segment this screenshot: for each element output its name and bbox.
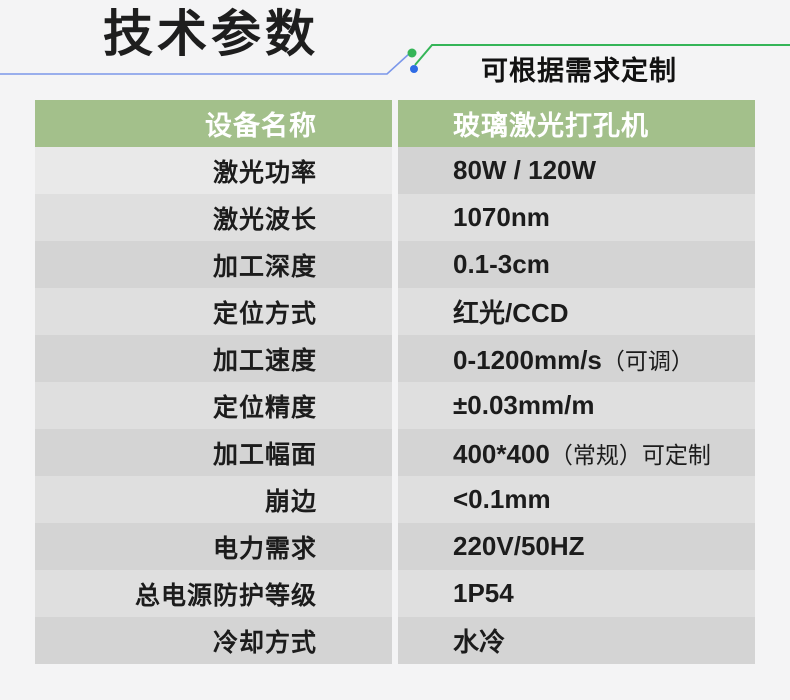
spec-label: 崩边 [264,487,317,516]
spec-label-cell: 加工幅面 [35,429,392,476]
table-row: 定位精度 ±0.03mm/m [35,382,755,429]
header-device-cell: 玻璃激光打孔机 [398,100,755,147]
table-row: 崩边 <0.1mm [35,476,755,523]
spec-value-cell: 水冷 [398,617,755,664]
spec-value: 400*400（常规）可定制 [453,438,711,469]
spec-label: 加工深度 [212,252,317,281]
spec-label-cell: 加工速度 [35,335,392,382]
spec-value: 0.1-3cm [453,249,550,279]
page-title: 技术参数 [103,6,319,62]
spec-value: <0.1mm [453,484,551,514]
spec-value-cell: 1070nm [398,194,755,241]
table-row: 定位方式 红光/CCD [35,288,755,335]
table-row: 加工速度 0-1200mm/s（可调） [35,335,755,382]
spec-label-cell: 定位精度 [35,382,392,429]
spec-label: 加工幅面 [212,440,317,469]
table-row: 加工幅面 400*400（常规）可定制 [35,429,755,476]
page-header: 技术参数 可根据需求定制 [0,0,790,100]
spec-value: 80W / 120W [453,155,597,185]
blue-dot [410,65,418,73]
spec-label: 定位精度 [212,393,317,422]
header-name-cell: 设备名称 [35,100,392,147]
spec-value: 0-1200mm/s（可调） [453,344,694,375]
spec-value-cell: 80W / 120W [398,147,755,194]
spec-label-cell: 崩边 [35,476,392,523]
spec-label-cell: 激光波长 [35,194,392,241]
spec-label: 总电源防护等级 [134,581,317,610]
spec-value-cell: 220V/50HZ [398,523,755,570]
table-row: 激光波长 1070nm [35,194,755,241]
header-name-label: 设备名称 [205,111,317,141]
spec-label: 加工速度 [212,346,317,375]
spec-label-cell: 加工深度 [35,241,392,288]
spec-label: 冷却方式 [212,628,317,657]
spec-value-note: （常规）可定制 [549,442,711,469]
spec-value-cell: ±0.03mm/m [398,382,755,429]
spec-value: 1P54 [453,578,514,608]
spec-label-cell: 电力需求 [35,523,392,570]
spec-value-cell: 1P54 [398,570,755,617]
spec-value-cell: 0.1-3cm [398,241,755,288]
table-row: 冷却方式 水冷 [35,617,755,664]
table-row: 电力需求 220V/50HZ [35,523,755,570]
spec-value: ±0.03mm/m [453,390,595,420]
spec-label-cell: 总电源防护等级 [35,570,392,617]
table-header-row: 设备名称 玻璃激光打孔机 [35,100,755,147]
spec-value-cell: 0-1200mm/s（可调） [398,335,755,382]
spec-label: 激光波长 [212,205,317,234]
green-dot [407,48,417,58]
customizable-badge: 可根据需求定制 [481,56,677,86]
table-row: 加工深度 0.1-3cm [35,241,755,288]
spec-value: 1070nm [453,202,550,232]
spec-label-cell: 激光功率 [35,147,392,194]
spec-label: 定位方式 [212,299,317,328]
spec-value-note: （可调） [601,348,694,375]
spec-label: 激光功率 [212,158,317,187]
spec-value-cell: 红光/CCD [398,288,755,335]
spec-value-cell: 400*400（常规）可定制 [398,429,755,476]
table-row: 总电源防护等级 1P54 [35,570,755,617]
spec-value: 220V/50HZ [453,531,585,561]
spec-label-cell: 冷却方式 [35,617,392,664]
spec-table: 设备名称 玻璃激光打孔机 激光功率 80W / 120W 激光波长 1070nm… [35,100,755,664]
spec-value: 红光/CCD [453,298,569,328]
table-body: 激光功率 80W / 120W 激光波长 1070nm 加工深度 0.1-3cm… [35,147,755,664]
spec-label: 电力需求 [212,534,317,563]
spec-value-cell: <0.1mm [398,476,755,523]
header-device-name: 玻璃激光打孔机 [453,111,649,141]
spec-value: 水冷 [453,627,506,657]
table-row: 激光功率 80W / 120W [35,147,755,194]
spec-label-cell: 定位方式 [35,288,392,335]
